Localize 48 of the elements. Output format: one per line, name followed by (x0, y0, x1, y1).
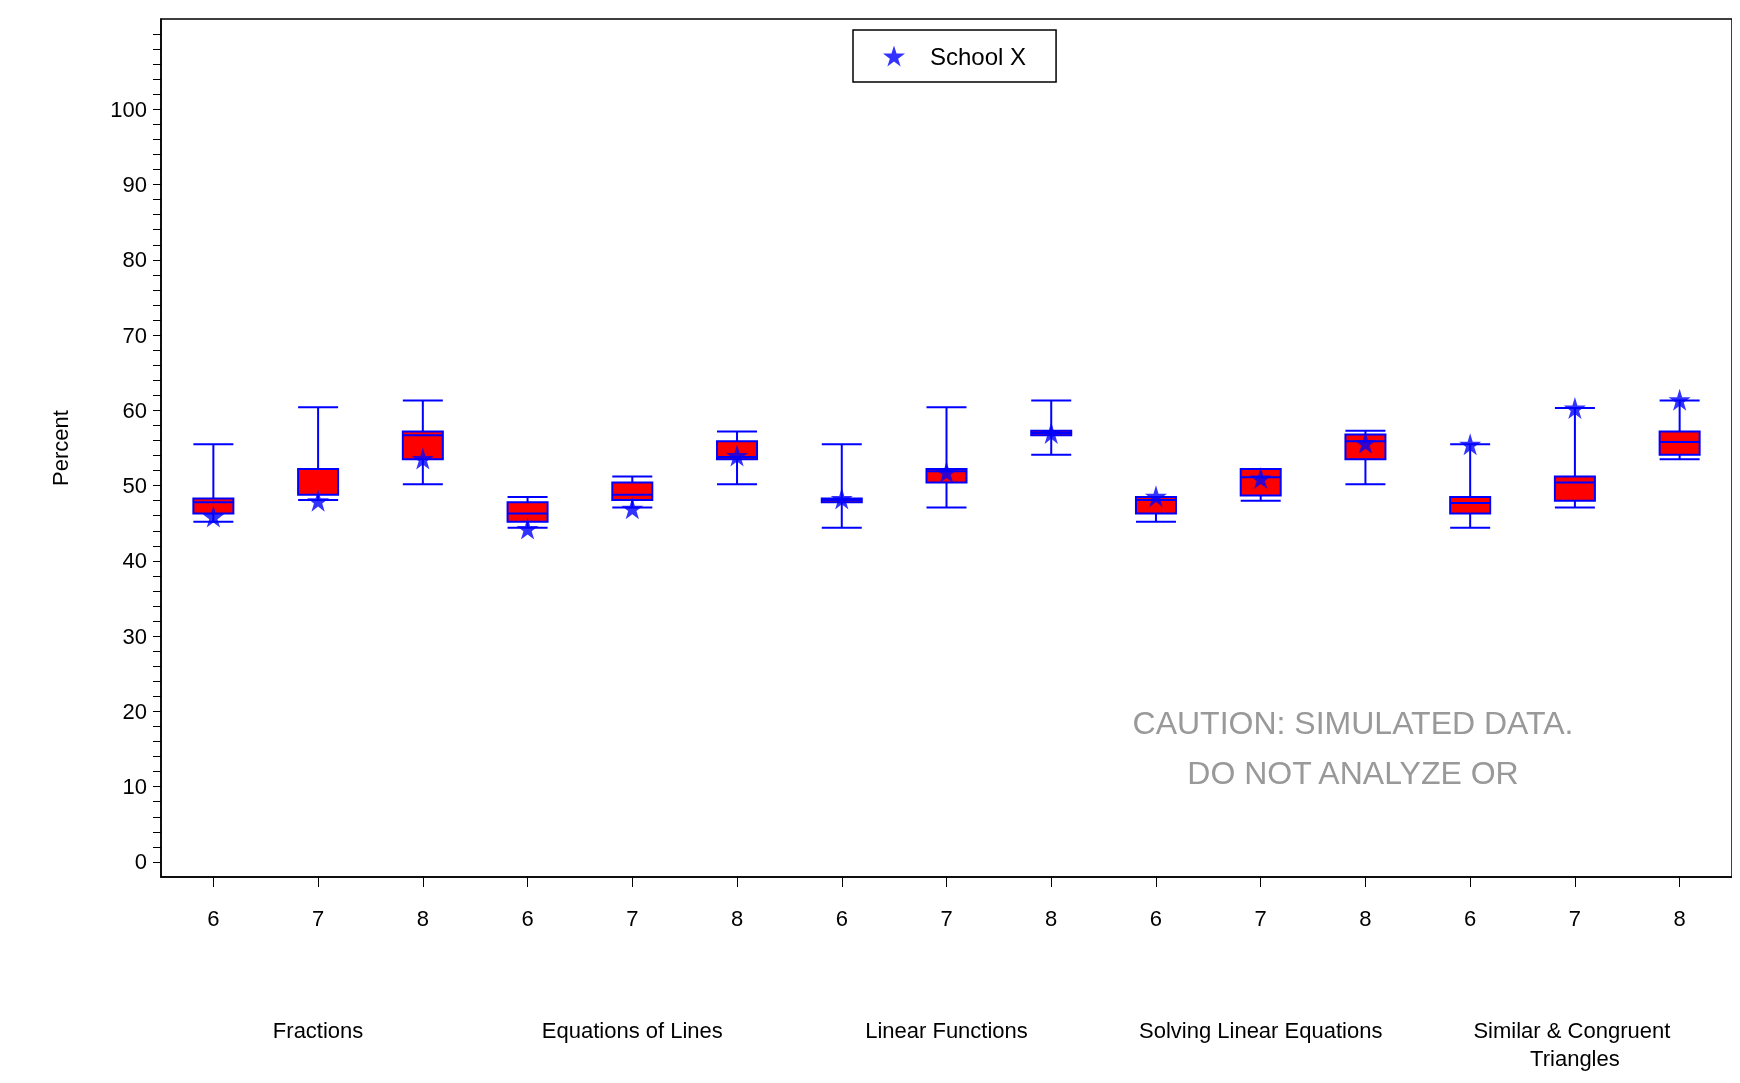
point (411, 447, 434, 470)
text: Linear Functions (865, 1017, 1028, 1043)
text: Equations of Lines (541, 1017, 723, 1043)
y-axis-title: Percent (47, 410, 73, 486)
point (1459, 433, 1482, 456)
point (1144, 485, 1167, 508)
text: Solving Linear Equations (1139, 1017, 1383, 1043)
y-tick-label: 80 (122, 247, 147, 273)
point (1563, 397, 1586, 420)
text: Similar & Congruent Triangles (1473, 1017, 1677, 1071)
y-tick-label: 0 (134, 849, 147, 875)
point (935, 461, 958, 484)
x-tick-label: 8 (1359, 905, 1372, 931)
y-tick-label: 70 (122, 322, 147, 348)
y-tick-label: 20 (122, 698, 147, 724)
x-tick-label: 8 (1045, 905, 1058, 931)
y-tick-label: 60 (122, 397, 147, 423)
point (726, 444, 749, 467)
x-tick-label: 6 (835, 905, 848, 931)
y-tick-label: 50 (122, 473, 147, 499)
point (1249, 467, 1272, 490)
x-tick-label: 6 (1464, 905, 1477, 931)
x-tick-label: 6 (521, 905, 534, 931)
y-tick-label: 100 (110, 96, 147, 122)
x-tick-label: 8 (416, 905, 429, 931)
x-tick-label: 6 (1149, 905, 1163, 931)
point (307, 489, 330, 512)
point (1668, 388, 1691, 411)
point (516, 517, 539, 540)
x-tick-label: 7 (1254, 905, 1267, 931)
x-tick-label: 7 (940, 905, 953, 931)
x-tick-label: 7 (311, 905, 325, 931)
point (202, 505, 225, 528)
x-tick-label: 8 (1673, 905, 1686, 931)
y-tick-label: 30 (122, 623, 147, 649)
x-tick-label: 8 (730, 905, 744, 931)
x-tick-label: 6 (207, 905, 220, 931)
point (830, 487, 853, 510)
y-tick-label: 10 (122, 774, 147, 800)
x-tick-label: 7 (626, 905, 639, 931)
y-tick-label: 90 (122, 172, 147, 198)
point (621, 497, 644, 520)
legend-label: School X (930, 42, 1027, 70)
y-tick-label: 40 (122, 548, 147, 574)
x-tick-label: 7 (1568, 905, 1582, 931)
annotation: CAUTION: SIMULATED DATA. DO NOT ANALYZE OR (1132, 705, 1574, 791)
point (1040, 421, 1063, 444)
text: Fractions (272, 1017, 364, 1043)
